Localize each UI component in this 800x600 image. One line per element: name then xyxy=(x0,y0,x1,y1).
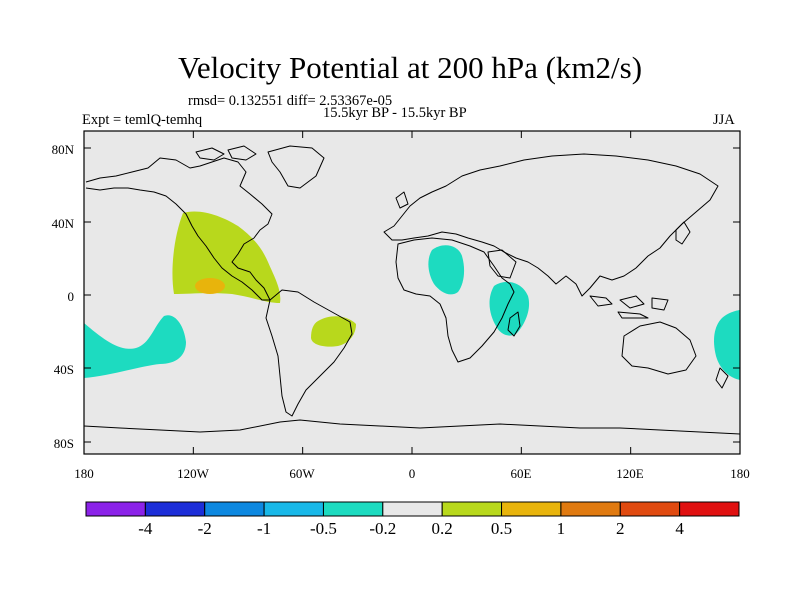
coastline-eurasia xyxy=(383,153,719,297)
coastline-australia xyxy=(621,321,697,375)
positive-region-south-atlantic xyxy=(311,316,356,347)
colorbar xyxy=(85,501,740,517)
colorbar-label-6: 0.5 xyxy=(490,519,513,538)
colorbar-label-4: -0.2 xyxy=(369,519,397,538)
colorbar-swatch-0 xyxy=(85,501,146,517)
coastline-japan xyxy=(675,221,691,245)
coastline-british-isles xyxy=(395,191,409,209)
negative-region-west-africa xyxy=(428,245,465,295)
colorbar-swatch-10 xyxy=(679,501,740,517)
lat-tick-80s: 80S xyxy=(53,436,74,451)
lat-tick-eq: 0 xyxy=(67,289,75,304)
lon-tick-120e: 120E xyxy=(616,466,644,481)
period-text: 15.5kyr BP - 15.5kyr BP xyxy=(323,105,467,121)
coastline-south-america xyxy=(265,289,353,417)
colorbar-swatch-2 xyxy=(204,501,265,517)
map-ticks xyxy=(83,131,741,454)
colorbar-label-1: -2 xyxy=(197,519,212,538)
colorbar-swatch-6 xyxy=(441,501,503,517)
coastline-madagascar xyxy=(507,311,521,337)
season-label: JJA xyxy=(713,112,735,128)
coastline-arabia xyxy=(487,249,517,279)
coastline-greenland xyxy=(267,145,325,189)
lon-tick-60e: 60E xyxy=(510,466,532,481)
lat-tick-40n: 40N xyxy=(51,216,74,231)
colorbar-swatch-5 xyxy=(382,501,443,517)
colorbar-swatch-3 xyxy=(263,501,324,517)
chart-title: Velocity Potential at 200 hPa (km2/s) xyxy=(177,50,643,85)
colorbar-label-3: -0.5 xyxy=(309,519,337,538)
colorbar-label-8: 2 xyxy=(616,519,625,538)
colorbar-label-0: -4 xyxy=(138,519,153,538)
coastline-africa xyxy=(395,237,515,363)
positive-strong-center xyxy=(195,278,225,294)
stats-text: rmsd= 0.132551 diff= 2.53367e-05 xyxy=(188,93,393,109)
coastline-north-america xyxy=(85,157,273,301)
colorbar-label-2: -1 xyxy=(256,519,272,538)
colorbar-swatch-1 xyxy=(144,501,206,517)
lon-tick-0: 0 xyxy=(408,466,416,481)
lat-tick-80n: 80N xyxy=(51,142,74,157)
positive-region-eastern-pacific xyxy=(172,211,281,303)
coastlines xyxy=(84,145,740,435)
lon-tick-120w: 120W xyxy=(177,466,209,481)
negative-region-south-pacific xyxy=(84,315,186,378)
anomaly-fills xyxy=(84,211,740,380)
colorbar-label-7: 1 xyxy=(556,519,566,538)
colorbar-swatch-7 xyxy=(501,501,562,517)
colorbar-swatch-8 xyxy=(560,501,621,517)
colorbar-swatch-9 xyxy=(619,501,681,517)
colorbar-label-9: 4 xyxy=(675,519,684,538)
coastline-new-zealand xyxy=(715,367,729,389)
lon-tick-180w: 180 xyxy=(74,466,94,481)
coastline-arctic-islands xyxy=(195,145,257,161)
lon-tick-180e: 180 xyxy=(730,466,750,481)
lon-tick-60w: 60W xyxy=(289,466,315,481)
colorbar-label-5: 0.2 xyxy=(431,519,453,538)
coastline-maritime-continent xyxy=(589,295,669,319)
coastline-antarctica xyxy=(84,419,740,435)
colorbar-swatch-4 xyxy=(322,501,384,517)
experiment-text: Expt = temlQ-temhq xyxy=(82,112,203,128)
negative-region-west-pacific xyxy=(714,310,740,380)
lat-tick-40s: 40S xyxy=(53,362,74,377)
